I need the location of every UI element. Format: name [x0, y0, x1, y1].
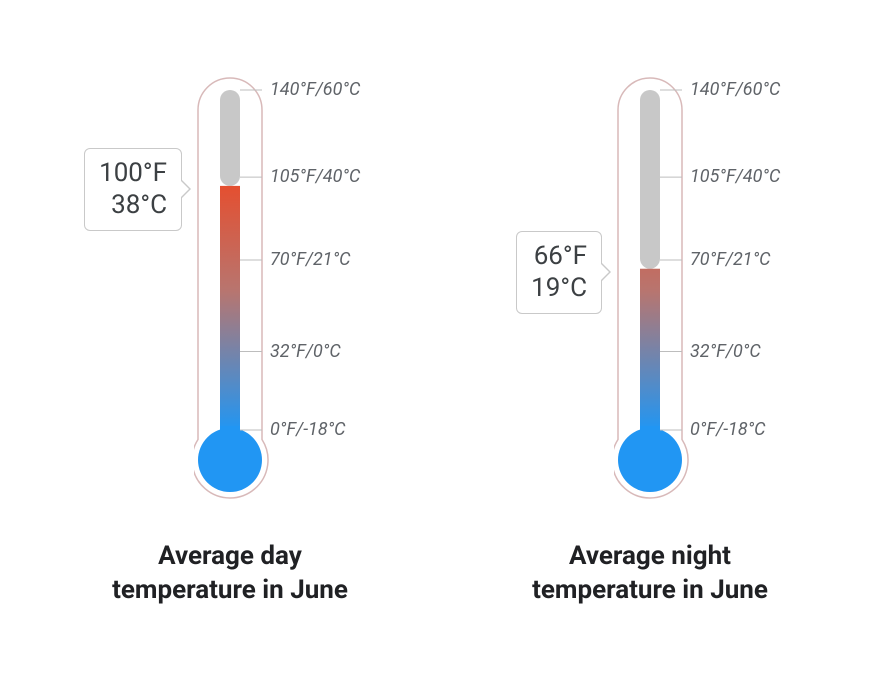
scale-label: 70°F/21°C	[690, 251, 771, 269]
thermometer: 140°F/60°C 105°F/40°C 70°F/21°C 32°F/0°C 0°F…	[40, 60, 420, 608]
value-callout: 66°F19°C	[516, 231, 602, 314]
thermometer-caption: Average nighttemperature in June	[532, 540, 768, 608]
caption-line: temperature in June	[532, 574, 768, 608]
caption-line: Average day	[112, 540, 348, 574]
scale-label: 105°F/40°C	[270, 168, 360, 186]
value-fahrenheit: 66°F	[531, 240, 587, 273]
caption-line: Average night	[532, 540, 768, 574]
scale-label: 105°F/40°C	[690, 168, 780, 186]
scale-label: 70°F/21°C	[270, 251, 351, 269]
thermometer-graphic: 140°F/60°C 105°F/40°C 70°F/21°C 32°F/0°C 0°F…	[460, 60, 840, 520]
thermometer-caption: Average daytemperature in June	[112, 540, 348, 608]
scale-label: 32°F/0°C	[690, 343, 761, 361]
scale-label: 140°F/60°C	[690, 81, 780, 99]
caption-line: temperature in June	[112, 574, 348, 608]
thermometer: 140°F/60°C 105°F/40°C 70°F/21°C 32°F/0°C 0°F…	[460, 60, 840, 608]
value-celsius: 19°C	[531, 272, 587, 305]
value-callout: 100°F38°C	[84, 148, 182, 231]
value-fahrenheit: 100°F	[99, 157, 167, 190]
scale-label: 0°F/-18°C	[270, 421, 346, 439]
thermometer-graphic: 140°F/60°C 105°F/40°C 70°F/21°C 32°F/0°C 0°F…	[40, 60, 420, 520]
scale-label: 0°F/-18°C	[690, 421, 766, 439]
scale-label: 140°F/60°C	[270, 81, 360, 99]
value-celsius: 38°C	[99, 189, 167, 222]
scale-label: 32°F/0°C	[270, 343, 341, 361]
